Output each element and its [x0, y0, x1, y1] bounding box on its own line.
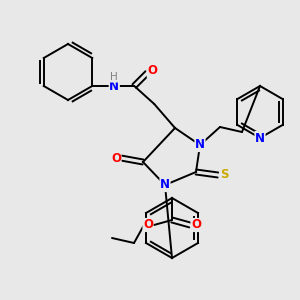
Text: O: O [111, 152, 121, 164]
Text: N: N [160, 178, 170, 191]
Text: N: N [195, 139, 205, 152]
Text: S: S [220, 169, 228, 182]
Text: O: O [143, 218, 153, 232]
Text: H: H [110, 72, 118, 82]
Text: O: O [147, 64, 157, 77]
Text: O: O [191, 218, 201, 232]
Text: N: N [255, 131, 265, 145]
Text: N: N [109, 80, 119, 92]
